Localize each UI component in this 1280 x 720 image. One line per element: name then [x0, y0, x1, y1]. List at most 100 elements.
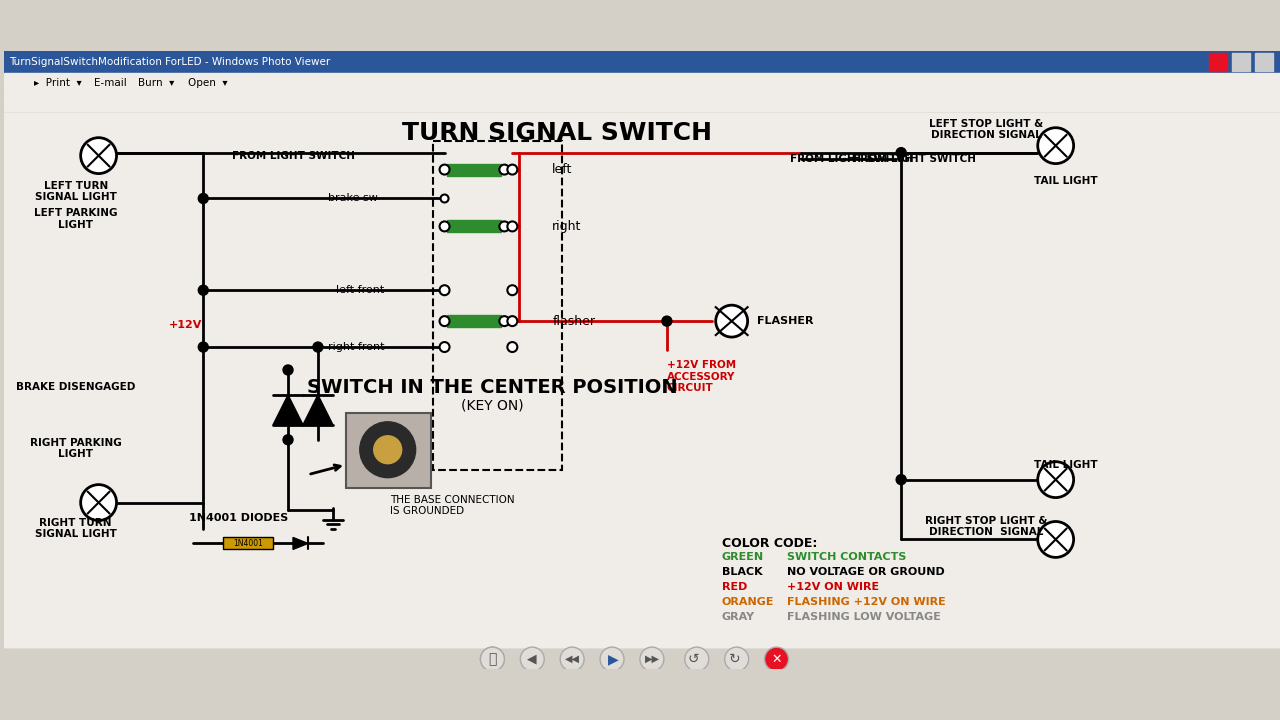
Circle shape	[440, 194, 448, 202]
Text: GRAY: GRAY	[722, 612, 755, 622]
Circle shape	[1038, 462, 1074, 498]
Bar	[346, 413, 430, 487]
Bar	[4, 111, 1280, 649]
Circle shape	[499, 165, 509, 174]
Circle shape	[724, 647, 749, 671]
Text: ◀: ◀	[527, 652, 538, 665]
Bar	[4, 93, 1280, 111]
Circle shape	[507, 316, 517, 326]
Circle shape	[283, 435, 293, 445]
Text: BLACK: BLACK	[722, 567, 763, 577]
Text: BRAKE DISENGAGED: BRAKE DISENGAGED	[15, 382, 136, 392]
Bar	[4, 73, 1280, 93]
Circle shape	[662, 316, 672, 326]
Text: FLASHING +12V ON WIRE: FLASHING +12V ON WIRE	[786, 598, 945, 607]
Text: ◀◀: ◀◀	[564, 654, 580, 664]
Text: flasher: flasher	[552, 315, 595, 328]
Circle shape	[480, 647, 504, 671]
Text: RIGHT PARKING
LIGHT: RIGHT PARKING LIGHT	[29, 438, 122, 459]
Bar	[4, 51, 1280, 73]
Text: LEFT PARKING
LIGHT: LEFT PARKING LIGHT	[33, 209, 118, 230]
Text: ▶▶: ▶▶	[645, 654, 660, 664]
Circle shape	[81, 485, 116, 521]
Circle shape	[374, 436, 402, 464]
Circle shape	[1038, 127, 1074, 163]
Circle shape	[283, 365, 293, 375]
Circle shape	[896, 148, 906, 158]
Circle shape	[685, 647, 709, 671]
Bar	[447, 163, 502, 176]
Circle shape	[439, 222, 449, 231]
Text: ▸  Print  ▾: ▸ Print ▾	[33, 78, 82, 88]
Bar	[1233, 53, 1251, 71]
Bar	[447, 315, 502, 327]
Circle shape	[499, 222, 509, 231]
Text: ⌕: ⌕	[488, 652, 497, 666]
Text: RED: RED	[722, 582, 748, 593]
Circle shape	[439, 165, 449, 174]
Circle shape	[600, 647, 623, 671]
Text: SWITCH CONTACTS: SWITCH CONTACTS	[786, 552, 906, 562]
Text: SWITCH IN THE CENTER POSITION: SWITCH IN THE CENTER POSITION	[307, 379, 677, 397]
Text: ORANGE: ORANGE	[722, 598, 774, 607]
Text: +12V FROM
ACCESSORY
CIRCUIT: +12V FROM ACCESSORY CIRCUIT	[667, 360, 736, 393]
Circle shape	[439, 342, 449, 352]
Circle shape	[499, 316, 509, 326]
Circle shape	[439, 316, 449, 326]
Text: COLOR CODE:: COLOR CODE:	[722, 537, 817, 551]
Bar	[447, 220, 502, 233]
Text: right front: right front	[328, 342, 385, 352]
Text: THE BASE CONNECTION
IS GROUNDED: THE BASE CONNECTION IS GROUNDED	[389, 495, 515, 516]
Circle shape	[360, 422, 416, 477]
Text: ▶: ▶	[608, 652, 618, 666]
Circle shape	[716, 305, 748, 337]
Circle shape	[198, 342, 209, 352]
Text: RIGHT STOP LIGHT &
DIRECTION  SIGNAL: RIGHT STOP LIGHT & DIRECTION SIGNAL	[924, 516, 1047, 537]
Text: ↻: ↻	[728, 652, 740, 666]
Polygon shape	[273, 395, 303, 425]
Text: FROM LIGHT SWITCH: FROM LIGHT SWITCH	[232, 150, 355, 161]
Circle shape	[198, 285, 209, 295]
Text: 1N4001 DIODES: 1N4001 DIODES	[188, 513, 288, 523]
Circle shape	[480, 647, 504, 671]
Text: Open  ▾: Open ▾	[188, 78, 228, 88]
Text: right: right	[552, 220, 581, 233]
Circle shape	[507, 285, 517, 295]
Text: FROM LIGHT SWITCH: FROM LIGHT SWITCH	[854, 153, 977, 163]
Polygon shape	[293, 537, 308, 549]
Text: (KEY ON): (KEY ON)	[461, 399, 524, 413]
Polygon shape	[303, 395, 333, 425]
Text: +12V: +12V	[169, 320, 202, 330]
Text: FLASHING LOW VOLTAGE: FLASHING LOW VOLTAGE	[786, 612, 941, 622]
Circle shape	[561, 647, 584, 671]
Bar	[4, 649, 1280, 669]
Circle shape	[81, 138, 116, 174]
Text: TURN SIGNAL SWITCH: TURN SIGNAL SWITCH	[402, 121, 712, 145]
Bar	[1210, 53, 1228, 71]
Text: TAIL LIGHT: TAIL LIGHT	[1034, 459, 1097, 469]
Text: ↺: ↺	[687, 652, 700, 666]
Text: FROM LIGHT SWITCH: FROM LIGHT SWITCH	[790, 153, 913, 163]
Text: 1N4001: 1N4001	[233, 539, 264, 548]
Text: +12V ON WIRE: +12V ON WIRE	[786, 582, 878, 593]
Circle shape	[312, 342, 323, 352]
Bar	[1256, 53, 1274, 71]
Text: TurnSignalSwitchModification ForLED - Windows Photo Viewer: TurnSignalSwitchModification ForLED - Wi…	[9, 57, 330, 67]
Circle shape	[507, 342, 517, 352]
Text: left: left	[552, 163, 572, 176]
Text: brake sw: brake sw	[328, 194, 378, 204]
Bar	[433, 140, 562, 469]
Circle shape	[896, 474, 906, 485]
Circle shape	[439, 285, 449, 295]
Circle shape	[198, 194, 209, 204]
Text: FLASHER: FLASHER	[756, 316, 813, 326]
Circle shape	[520, 647, 544, 671]
Text: TAIL LIGHT: TAIL LIGHT	[1034, 176, 1097, 186]
Circle shape	[507, 222, 517, 231]
Text: GREEN: GREEN	[722, 552, 764, 562]
Circle shape	[640, 647, 664, 671]
Text: Burn  ▾: Burn ▾	[138, 78, 175, 88]
Text: RIGHT TURN
SIGNAL LIGHT: RIGHT TURN SIGNAL LIGHT	[35, 518, 116, 539]
Text: E-mail: E-mail	[93, 78, 127, 88]
Circle shape	[1038, 521, 1074, 557]
